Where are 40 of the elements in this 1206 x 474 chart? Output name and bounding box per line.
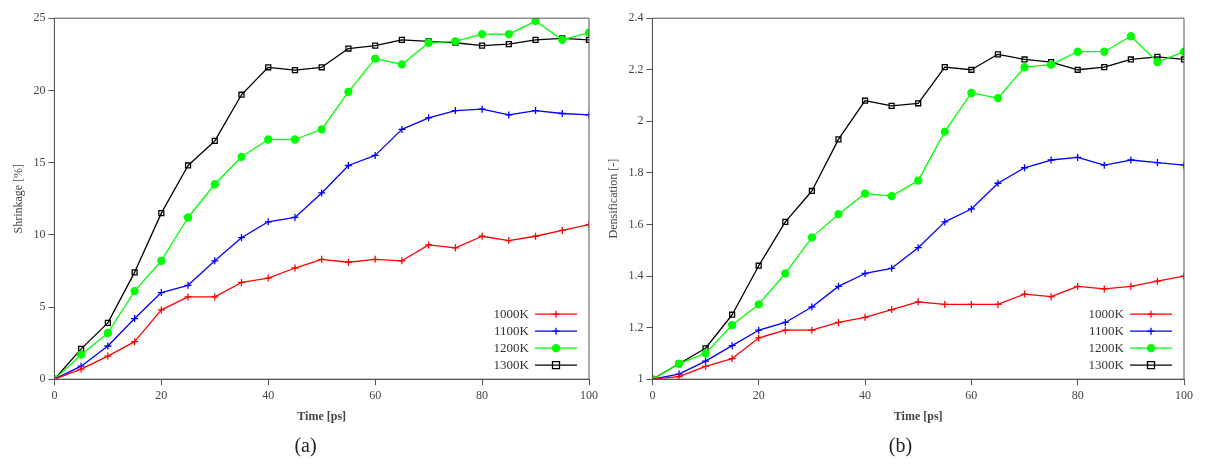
x-tick-label: 0: [51, 387, 58, 402]
text: (b): [888, 434, 913, 457]
x-tick-label: 0: [649, 387, 656, 402]
x-axis-title: Time [ps]: [297, 408, 347, 423]
text: (a): [294, 434, 317, 457]
y-tick-label: 2.4: [628, 10, 644, 25]
y-axis-title: Shrinkage [%]: [11, 163, 26, 234]
x-tick-label: 40: [859, 387, 872, 402]
legend-label: 1200K: [493, 339, 530, 355]
legend-label: 1100K: [494, 322, 530, 338]
y-tick-label: 1.4: [628, 268, 644, 283]
x-tick-label: 20: [155, 387, 168, 402]
y-tick-label: 20: [33, 82, 46, 97]
x-tick-label: 60: [369, 387, 382, 402]
x-tick-label: 80: [476, 387, 489, 402]
x-tick-label: 100: [580, 387, 598, 402]
legend-label: 1100K: [1089, 322, 1125, 338]
y-tick-label: 15: [33, 154, 46, 169]
y-axis-title: Densification [-]: [606, 158, 621, 239]
legend-label: 1000K: [1088, 305, 1125, 321]
x-tick-label: 100: [1175, 387, 1193, 402]
x-tick-label: 40: [262, 387, 275, 402]
y-tick-label: 1.2: [628, 319, 644, 334]
legend-label: 1300K: [493, 356, 530, 372]
y-tick-label: 5: [39, 299, 46, 314]
y-tick-label: 1.8: [628, 165, 644, 180]
legend-label: 1200K: [1088, 339, 1125, 355]
legend-label: 1300K: [1088, 356, 1125, 372]
x-tick-label: 60: [965, 387, 978, 402]
y-tick-label: 10: [33, 226, 46, 241]
y-tick-label: 2.2: [628, 61, 644, 76]
legend-label: 1000K: [493, 305, 530, 321]
y-tick-label: 1.6: [628, 216, 644, 231]
x-tick-label: 80: [1071, 387, 1084, 402]
x-tick-label: 20: [752, 387, 765, 402]
y-tick-label: 25: [33, 10, 46, 25]
x-axis-title: Time [ps]: [893, 408, 943, 423]
y-tick-label: 1: [637, 371, 644, 386]
y-tick-label: 0: [39, 371, 46, 386]
y-tick-label: 2: [637, 113, 644, 128]
